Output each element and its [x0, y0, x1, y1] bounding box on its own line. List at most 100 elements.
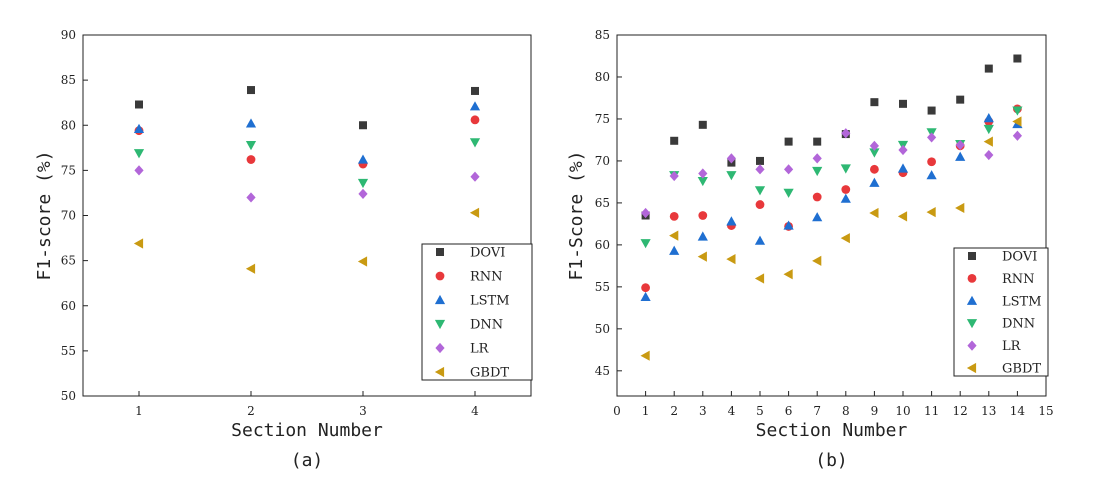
point-lr-5	[755, 164, 765, 175]
legend-marker-gbdt	[966, 362, 977, 374]
y-tick-label: 50	[61, 389, 76, 403]
legend-box	[421, 243, 533, 381]
point-rnn-4	[470, 115, 480, 125]
point-dovi-10	[899, 99, 907, 108]
point-lstm-8	[840, 193, 851, 203]
point-dovi-6	[784, 137, 793, 146]
point-lr-6	[784, 164, 794, 175]
x-tick-label: 7	[813, 404, 821, 418]
x-tick-label: 12	[953, 404, 968, 418]
x-tick-label: 8	[842, 404, 850, 418]
x-tick-label: 3	[359, 404, 367, 418]
y-tick-label: 65	[61, 254, 76, 268]
x-tick-label: 4	[471, 404, 479, 418]
x-tick-label: 14	[1010, 404, 1026, 418]
point-dovi-11	[927, 106, 936, 115]
point-rnn-1	[641, 283, 650, 293]
point-lr-7	[812, 153, 822, 164]
legend-marker-rnn	[435, 271, 445, 281]
point-lr-11	[927, 132, 937, 143]
point-lr-3	[358, 188, 368, 199]
y-tick-label: 75	[61, 163, 76, 177]
point-rnn-2	[669, 211, 679, 221]
point-gbdt-11	[926, 207, 936, 218]
point-lstm-13	[983, 113, 994, 123]
point-dovi-3	[359, 121, 367, 130]
y-tick-label: 85	[595, 28, 610, 42]
x-tick-label: 2	[247, 404, 255, 418]
x-tick-label: 1	[642, 404, 650, 418]
legend-marker-dovi	[436, 248, 444, 256]
y-tick-label: 85	[61, 73, 76, 87]
point-dnn-8	[840, 164, 851, 174]
legend-label-rnn: RNN	[470, 270, 503, 285]
point-dnn-4	[726, 171, 737, 181]
point-gbdt-13	[983, 136, 993, 147]
legend-label-lstm: LSTM	[470, 294, 510, 309]
point-rnn-7	[812, 192, 822, 202]
point-lr-4	[470, 171, 480, 182]
point-lstm-2	[245, 118, 257, 128]
point-dnn-1	[640, 239, 651, 249]
point-gbdt-10	[897, 211, 908, 222]
legend-marker-lstm	[434, 294, 446, 305]
legend-label-dovi: DOVI	[470, 246, 505, 261]
point-gbdt-1	[640, 350, 650, 361]
plot-frame	[616, 34, 1047, 397]
point-dovi-13	[984, 64, 993, 73]
y-tick-label: 55	[595, 280, 610, 294]
point-lr-9	[869, 140, 879, 151]
point-gbdt-4	[469, 207, 480, 218]
legend-label-lr: LR	[1002, 339, 1022, 354]
point-gbdt-1	[133, 238, 144, 249]
point-dnn-7	[812, 166, 823, 177]
point-lstm-3	[697, 231, 708, 241]
point-lr-10	[898, 144, 908, 156]
point-lstm-1	[133, 123, 145, 133]
x-axis-label: Section Number	[231, 420, 383, 441]
point-gbdt-3	[697, 251, 707, 262]
point-dovi-7	[813, 137, 822, 146]
point-lstm-12	[955, 151, 966, 161]
legend-marker-lstm	[966, 295, 978, 305]
y-axis-label: F1-Score (%)	[566, 150, 587, 280]
x-tick-label: 5	[756, 404, 764, 418]
legend-label-gbdt: GBDT	[470, 366, 509, 381]
x-tick-label: 10	[895, 404, 910, 418]
x-tick-label: 4	[728, 404, 736, 418]
y-tick-label: 55	[61, 344, 76, 358]
y-tick-label: 45	[595, 364, 610, 378]
legend-label-dnn: DNN	[1002, 317, 1035, 332]
legend-label-lr: LR	[470, 342, 490, 357]
point-lstm-6	[783, 220, 794, 230]
y-tick-label: 60	[595, 238, 610, 252]
chart-panel-a: 50 55 60 65 70 75 80 85 90 1 2 3 4 Section Number F1-s…	[34, 28, 533, 471]
point-dnn-9	[869, 148, 880, 158]
point-dnn-2	[245, 141, 257, 151]
point-gbdt-14	[1012, 116, 1022, 127]
point-gbdt-2	[245, 263, 256, 274]
point-rnn-8	[841, 185, 851, 194]
point-lr-1	[134, 165, 144, 176]
legend-label-rnn: RNN	[1002, 272, 1035, 287]
x-tick-label: 13	[981, 404, 996, 418]
y-tick-label: 80	[595, 70, 610, 84]
point-dnn-3	[357, 178, 369, 189]
legend-marker-lr	[967, 340, 977, 351]
legend-label-gbdt: GBDT	[1002, 362, 1041, 377]
point-lstm-4	[469, 101, 481, 111]
x-tick-label: 11	[924, 404, 939, 418]
point-dovi-3	[698, 120, 707, 129]
panel-caption: (b)	[815, 450, 848, 471]
y-tick-label: 70	[61, 209, 76, 223]
legend-box	[953, 247, 1049, 377]
point-dovi-1	[135, 100, 143, 109]
point-lr-14	[1012, 130, 1022, 141]
point-lstm-1	[640, 291, 651, 302]
point-lr-3	[698, 168, 708, 179]
x-tick-label: 6	[785, 404, 793, 418]
y-tick-label: 75	[595, 112, 610, 126]
point-gbdt-4	[726, 254, 736, 265]
point-lstm-5	[754, 235, 766, 245]
